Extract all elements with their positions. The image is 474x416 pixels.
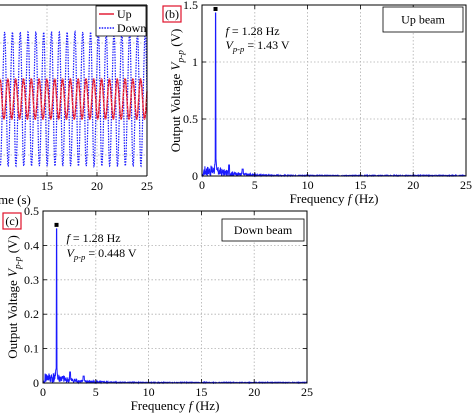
legend-frame [95,5,147,37]
y-tick-label: 0 [192,169,198,183]
y-tick-label: 0.4 [24,238,39,252]
down-series-line [0,29,148,169]
peak-frequency-annotation: f = 1.28 Hz [226,24,280,38]
y-tick-label: 0.1 [24,342,39,356]
panel-c: 0 5 10 15 20 25 0 0.1 0.2 0.3 0.4 0.5 Frequency f (H… [2,204,313,413]
legend-box [221,218,305,242]
peak-voltage-annotation: Vp-p = 1.43 V [226,38,290,54]
up-series-dots [0,78,148,120]
y-tick-label: 0.3 [24,273,39,287]
x-tick-label: 15 [195,385,207,399]
panel-label-box [2,212,22,230]
peak-frequency-annotation: f = 1.28 Hz [67,231,121,245]
legend-box [382,6,464,33]
x-tick-label: 25 [460,178,472,192]
panel-b: 0 5 10 15 20 25 0 0.5 1 1.5 Frequency f (Hz) Output… [162,0,472,206]
x-tick-label: 0 [40,385,46,399]
y-tick-label: 0.2 [24,307,39,321]
x-axis-label: Frequency f (Hz) [131,398,220,413]
panel-label-box [162,5,182,23]
panel-label: (c) [5,214,18,228]
x-tick-label: 15 [41,179,53,193]
x-axis-label-fragment: me (s) [0,192,31,207]
panel-label: (b) [165,7,179,21]
x-tick-label: 5 [93,385,99,399]
x-tick-label: 5 [252,178,258,192]
legend-down-label: Down [117,21,146,35]
x-tick-label: 20 [91,179,103,193]
legend-box-label: Down beam [234,223,293,237]
legend-up-label: Up [117,7,132,21]
x-tick-label: 0 [199,178,205,192]
y-tick-label: 0.5 [24,204,39,218]
x-tick-label: 25 [141,179,153,193]
x-tick-label: 10 [302,178,314,192]
x-tick-label: 10 [143,385,155,399]
x-tick-label: 15 [354,178,366,192]
y-tick-label: 1.5 [183,0,198,12]
x-tick-label: 25 [301,385,313,399]
y-tick-label: 0.5 [183,112,198,126]
y-axis-label: Output Voltage Vp-p (V) [5,235,23,359]
axes-frame [201,4,467,177]
axes-frame [42,210,308,384]
y-tick-label: 1 [192,55,198,69]
peak-marker [54,222,59,227]
x-tick-label: 20 [407,178,419,192]
legend-box-label: Up beam [401,13,445,27]
y-tick-label: 0 [33,376,39,390]
y-axis-label: Output Voltage Vp-p (V) [168,29,186,153]
x-axis-label: Frequency f (Hz) [290,191,379,206]
peak-marker [213,6,218,11]
peak-voltage-annotation: Vp-p = 0.448 V [67,246,137,262]
x-tick-label: 20 [248,385,260,399]
